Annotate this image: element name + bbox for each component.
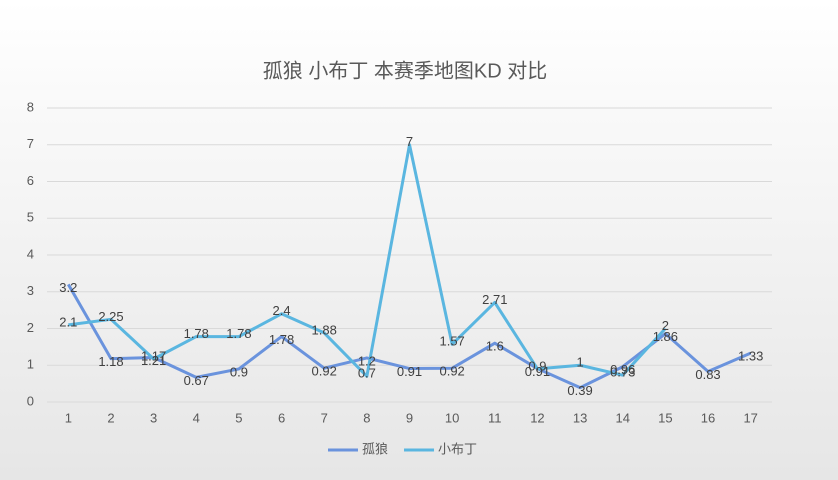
data-label: 0.96 — [610, 362, 635, 377]
y-tick-label: 2 — [27, 320, 34, 335]
data-label: 2.71 — [482, 292, 507, 307]
y-tick-label: 7 — [27, 136, 34, 151]
data-label: 1.78 — [269, 332, 294, 347]
data-label: 1.86 — [653, 329, 678, 344]
data-label: 0.92 — [439, 364, 464, 379]
y-tick-label: 1 — [27, 357, 34, 372]
data-label: 7 — [406, 134, 413, 149]
y-tick-label: 6 — [27, 173, 34, 188]
x-tick-label: 11 — [488, 410, 502, 425]
data-label: 0.73 — [610, 365, 635, 380]
data-label: 0.9 — [528, 358, 546, 373]
x-tick-label: 9 — [406, 410, 413, 425]
data-label: 1.78 — [226, 326, 251, 341]
data-label: 1.18 — [98, 354, 123, 369]
data-label: 1.57 — [439, 334, 464, 349]
data-label: 0.7 — [358, 366, 376, 381]
data-label: 0.39 — [567, 383, 592, 398]
data-label: 0.67 — [184, 373, 209, 388]
chart-title: 孤狼 小布丁 本赛季地图KD 对比 — [263, 59, 547, 82]
x-tick-label: 4 — [193, 410, 200, 425]
x-tick-label: 2 — [107, 410, 114, 425]
x-tick-label: 3 — [150, 410, 157, 425]
data-label: 0.91 — [525, 364, 550, 379]
x-tick-label: 8 — [363, 410, 370, 425]
y-tick-label: 8 — [27, 99, 34, 114]
series-line — [67, 283, 752, 390]
data-label: 3.2 — [59, 280, 77, 295]
x-tick-label: 1 — [65, 410, 72, 425]
data-label: 1.2 — [358, 353, 376, 368]
data-label: 1.78 — [184, 326, 209, 341]
data-label: 0.91 — [397, 364, 422, 379]
data-label: 1.88 — [312, 322, 337, 337]
data-label: 1.17 — [141, 348, 166, 363]
data-label: 2.4 — [273, 303, 291, 318]
x-tick-label: 16 — [701, 410, 715, 425]
data-label: 1 — [576, 355, 583, 370]
data-label: 1.6 — [486, 339, 504, 354]
legend-label: 孤狼 — [362, 441, 388, 456]
x-tick-label: 6 — [278, 410, 285, 425]
data-label: 2.1 — [59, 314, 77, 329]
x-tick-label: 5 — [235, 410, 242, 425]
x-tick-label: 15 — [658, 410, 672, 425]
data-label: 0.9 — [230, 364, 248, 379]
x-tick-label: 13 — [573, 410, 587, 425]
data-label: 2 — [662, 318, 669, 333]
data-label: 0.83 — [695, 367, 720, 382]
data-label: 1.21 — [141, 353, 166, 368]
data-label: 2.25 — [98, 309, 123, 324]
y-tick-label: 3 — [27, 283, 34, 298]
x-tick-label: 17 — [743, 410, 757, 425]
x-tick-label: 7 — [321, 410, 328, 425]
data-label: 1.33 — [738, 349, 763, 364]
data-label: 0.92 — [312, 364, 337, 379]
x-tick-label: 12 — [530, 410, 544, 425]
legend-label: 小布丁 — [438, 441, 477, 456]
y-tick-label: 5 — [27, 210, 34, 225]
x-tick-label: 14 — [616, 410, 630, 425]
series-line — [68, 143, 667, 378]
x-tick-label: 10 — [445, 410, 459, 425]
y-tick-label: 4 — [27, 246, 34, 261]
y-tick-label: 0 — [27, 393, 34, 408]
